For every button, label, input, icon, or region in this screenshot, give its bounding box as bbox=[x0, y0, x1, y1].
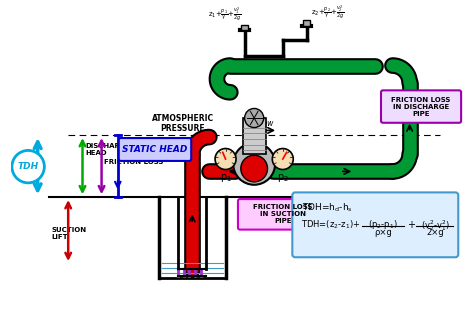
Text: STATIC HEAD: STATIC HEAD bbox=[122, 145, 188, 154]
Text: ρ×g: ρ×g bbox=[374, 228, 392, 237]
Text: (p$_2$-p$_1$): (p$_2$-p$_1$) bbox=[368, 218, 398, 231]
Circle shape bbox=[215, 149, 236, 170]
Text: FRICTION LOSS: FRICTION LOSS bbox=[104, 159, 164, 165]
Text: p$_1$: p$_1$ bbox=[219, 172, 231, 184]
Bar bbox=[243, 118, 265, 154]
FancyBboxPatch shape bbox=[238, 199, 328, 230]
Text: Flow: Flow bbox=[257, 119, 274, 128]
FancyBboxPatch shape bbox=[292, 192, 458, 257]
Circle shape bbox=[233, 143, 275, 185]
Text: (v$_2^2$-v$_1^2$): (v$_2^2$-v$_1^2$) bbox=[421, 218, 450, 233]
Text: z$_2$+$\frac{p_2}{\gamma}$+$\frac{v_2^2}{2g}$: z$_2$+$\frac{p_2}{\gamma}$+$\frac{v_2^2}… bbox=[311, 3, 345, 21]
Text: TDH=h$_{\rm d}$-h$_{\rm s}$: TDH=h$_{\rm d}$-h$_{\rm s}$ bbox=[302, 202, 353, 214]
Bar bbox=[303, 20, 310, 25]
FancyBboxPatch shape bbox=[119, 138, 191, 161]
Circle shape bbox=[272, 149, 293, 170]
Text: 2×g: 2×g bbox=[427, 228, 444, 237]
Circle shape bbox=[241, 155, 267, 182]
Text: TDH: TDH bbox=[18, 162, 39, 171]
Text: z$_1$+$\frac{p_1}{\gamma}$+$\frac{v_1^2}{2g}$: z$_1$+$\frac{p_1}{\gamma}$+$\frac{v_1^2}… bbox=[209, 5, 242, 23]
Text: FRICTION LOSS
IN SUCTION
PIPE: FRICTION LOSS IN SUCTION PIPE bbox=[253, 204, 312, 224]
Text: DISCHARGE
HEAD: DISCHARGE HEAD bbox=[85, 143, 131, 156]
Text: FRICTION LOSS
IN DISCHARGE
PIPE: FRICTION LOSS IN DISCHARGE PIPE bbox=[392, 97, 451, 116]
Text: TDH=(z$_2$-z$_1$)+: TDH=(z$_2$-z$_1$)+ bbox=[301, 218, 360, 231]
FancyBboxPatch shape bbox=[381, 90, 461, 123]
Circle shape bbox=[12, 151, 45, 183]
Bar bbox=[241, 24, 248, 30]
Text: SUCTION
LIFT: SUCTION LIFT bbox=[51, 227, 86, 240]
Circle shape bbox=[245, 109, 264, 128]
Text: p$_2$: p$_2$ bbox=[277, 172, 289, 184]
Text: ATMOSPHERIC
PRESSURE: ATMOSPHERIC PRESSURE bbox=[152, 114, 214, 133]
Text: +: + bbox=[407, 220, 415, 230]
